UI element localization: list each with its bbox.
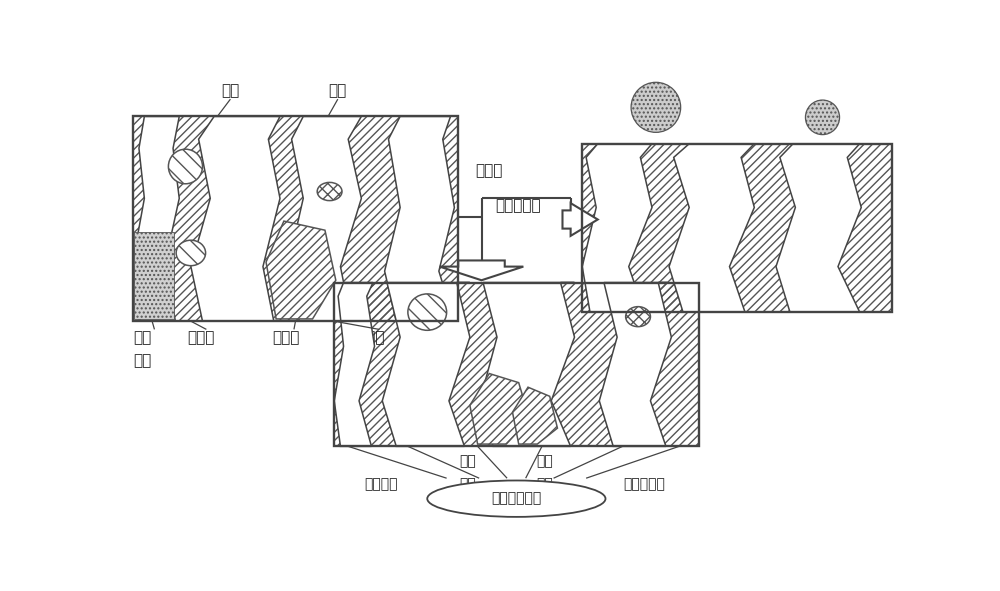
- Ellipse shape: [631, 82, 681, 132]
- Text: 注入解堵剂: 注入解堵剂: [495, 197, 541, 213]
- Polygon shape: [385, 116, 454, 321]
- Text: 溶蚀: 溶蚀: [459, 454, 476, 469]
- Polygon shape: [440, 261, 523, 280]
- Bar: [334, 282, 698, 446]
- Bar: [133, 116, 458, 321]
- Ellipse shape: [408, 294, 447, 330]
- Text: 螯合: 螯合: [459, 478, 476, 491]
- Text: 孔隙: 孔隙: [329, 83, 347, 98]
- Polygon shape: [334, 282, 375, 446]
- Polygon shape: [669, 144, 754, 312]
- Text: 有机垢: 有机垢: [272, 330, 300, 345]
- Polygon shape: [599, 282, 671, 446]
- Text: 水锁: 水锁: [133, 330, 151, 345]
- Ellipse shape: [427, 480, 606, 517]
- Bar: [334, 282, 698, 446]
- Text: 壁面修复: 壁面修复: [364, 478, 398, 491]
- Bar: [334, 282, 698, 446]
- Text: 解堵后: 解堵后: [476, 163, 503, 178]
- Text: 堵塞颗粒: 堵塞颗粒: [348, 330, 385, 345]
- Bar: [582, 144, 892, 312]
- Polygon shape: [776, 144, 861, 312]
- Polygon shape: [382, 282, 470, 446]
- Ellipse shape: [176, 240, 206, 266]
- Polygon shape: [191, 116, 280, 321]
- Polygon shape: [480, 282, 574, 446]
- Text: 液锁: 液锁: [133, 353, 151, 368]
- Bar: [133, 116, 458, 321]
- Text: 无机垢: 无机垢: [187, 330, 214, 345]
- Bar: [582, 144, 892, 312]
- Polygon shape: [470, 374, 530, 444]
- Polygon shape: [582, 144, 652, 312]
- Polygon shape: [562, 203, 598, 236]
- Text: 岩层: 岩层: [221, 83, 240, 98]
- Polygon shape: [288, 116, 361, 321]
- Text: 溶解: 溶解: [537, 478, 553, 491]
- Text: 气、泡挤压: 气、泡挤压: [623, 478, 665, 491]
- Bar: [133, 116, 458, 321]
- Ellipse shape: [626, 307, 650, 327]
- Text: 微胶囊解堵剂: 微胶囊解堵剂: [491, 492, 542, 506]
- Polygon shape: [266, 221, 336, 319]
- Bar: [582, 144, 892, 312]
- Ellipse shape: [168, 149, 202, 184]
- Bar: [134, 232, 174, 319]
- Ellipse shape: [317, 183, 342, 200]
- Polygon shape: [133, 116, 179, 321]
- Text: 分散: 分散: [537, 454, 553, 469]
- Ellipse shape: [805, 100, 840, 135]
- Polygon shape: [512, 387, 557, 444]
